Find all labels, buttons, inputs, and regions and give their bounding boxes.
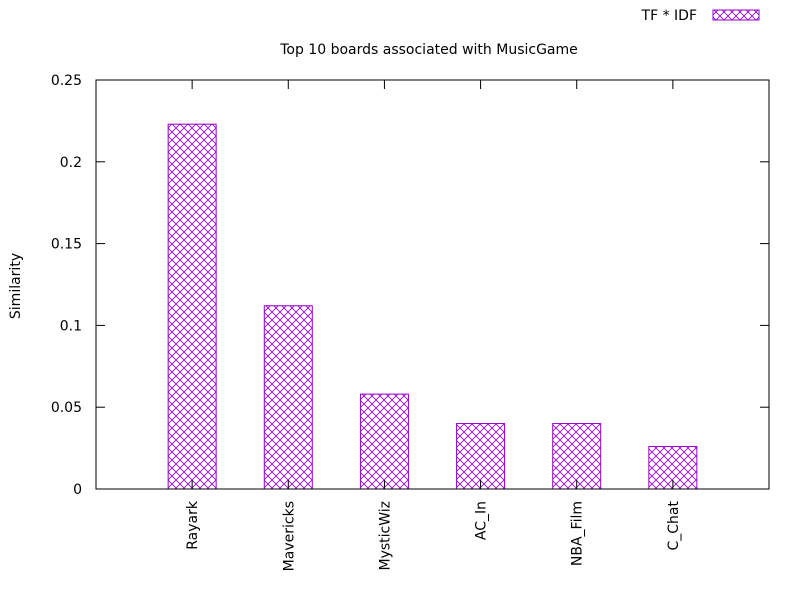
chart-title: Top 10 boards associated with MusicGame (279, 42, 578, 58)
x-tick-label: Rayark (185, 500, 201, 550)
y-tick-label: 0.1 (60, 318, 82, 334)
bar-mavericks (263, 305, 313, 490)
plot-area: 0 0.05 0.1 0.15 0.2 0.25 Rayark Mavericks Mystic… (51, 73, 769, 571)
x-tick-label: MysticWiz (377, 501, 393, 571)
x-tick-label: AC_In (474, 501, 490, 540)
legend: TF * IDF (641, 8, 760, 24)
x-tick-label: Mavericks (281, 501, 297, 571)
x-tick-label: NBA_Film (570, 501, 586, 566)
y-tick-label: 0.15 (51, 237, 82, 253)
bar-nba-film (552, 423, 602, 490)
y-tick-label: 0 (73, 482, 82, 498)
x-tick-label: C_Chat (666, 500, 682, 550)
bar-mysticwiz (359, 393, 409, 490)
y-tick-label: 0.2 (60, 155, 82, 171)
legend-label: TF * IDF (641, 8, 697, 24)
bar-ac-in (456, 423, 506, 490)
y-axis-label: Similarity (8, 253, 24, 319)
bar-rayark (167, 123, 217, 490)
plot-frame (95, 79, 770, 490)
y-tick-label: 0.05 (51, 400, 82, 416)
y-tick-label: 0.25 (51, 73, 82, 89)
legend-swatch (712, 9, 760, 21)
